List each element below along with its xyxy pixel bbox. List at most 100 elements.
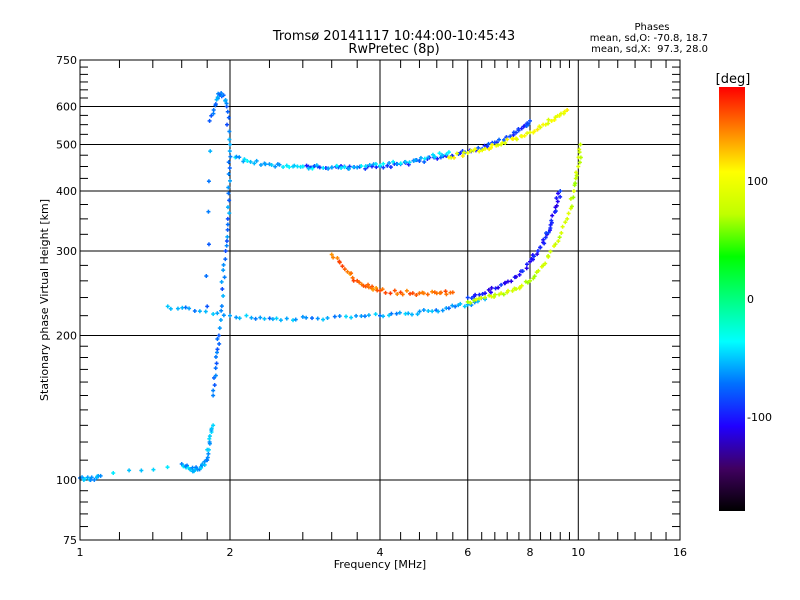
data-point bbox=[373, 312, 378, 317]
data-point bbox=[215, 95, 220, 100]
data-point bbox=[192, 308, 197, 313]
data-point bbox=[111, 471, 116, 476]
data-point bbox=[417, 159, 422, 164]
data-point bbox=[538, 245, 543, 250]
data-point bbox=[274, 316, 279, 321]
data-point bbox=[430, 309, 435, 314]
data-point bbox=[440, 153, 445, 158]
data-point bbox=[556, 239, 561, 244]
data-point bbox=[206, 447, 211, 452]
data-point bbox=[206, 209, 211, 214]
y-axis-label: Stationary phase Virtual Height [km] bbox=[38, 199, 51, 401]
data-point bbox=[310, 316, 315, 321]
data-point bbox=[388, 291, 393, 296]
data-point bbox=[486, 287, 491, 292]
data-point bbox=[536, 268, 541, 273]
data-point bbox=[549, 218, 554, 223]
data-point bbox=[287, 165, 292, 170]
data-point bbox=[227, 137, 232, 142]
data-point bbox=[226, 191, 231, 196]
data-point bbox=[532, 129, 537, 134]
colorbar-tick-label: 100 bbox=[747, 175, 768, 188]
data-point bbox=[519, 126, 524, 131]
data-point bbox=[483, 291, 488, 296]
data-point bbox=[284, 163, 289, 168]
data-point bbox=[446, 150, 451, 155]
data-point bbox=[366, 282, 371, 287]
data-point bbox=[552, 117, 557, 122]
data-point bbox=[514, 287, 519, 292]
data-point bbox=[211, 111, 216, 116]
data-point bbox=[410, 291, 415, 296]
data-point bbox=[438, 290, 443, 295]
chart-subtitle: RwPretec (8p) bbox=[348, 42, 439, 57]
data-point bbox=[395, 162, 400, 167]
data-point bbox=[315, 316, 320, 321]
data-point bbox=[242, 157, 247, 162]
data-point bbox=[214, 361, 219, 366]
data-point bbox=[524, 266, 529, 271]
data-point bbox=[226, 160, 231, 165]
data-point bbox=[205, 455, 210, 460]
data-point bbox=[337, 314, 342, 319]
data-point bbox=[225, 222, 230, 227]
data-point bbox=[81, 477, 86, 482]
data-point bbox=[566, 211, 571, 216]
data-point bbox=[151, 467, 156, 472]
data-point bbox=[227, 129, 232, 134]
data-point bbox=[453, 304, 458, 309]
data-point bbox=[398, 290, 403, 295]
data-point bbox=[222, 275, 227, 280]
data-point bbox=[217, 341, 222, 346]
data-point bbox=[440, 308, 445, 313]
data-point bbox=[241, 159, 246, 164]
data-point bbox=[175, 306, 180, 311]
data-point bbox=[213, 366, 218, 371]
data-point bbox=[577, 160, 582, 165]
colorbar-tick-label: -100 bbox=[747, 411, 772, 424]
data-point bbox=[206, 451, 211, 456]
data-point bbox=[398, 161, 403, 166]
data-point bbox=[557, 113, 562, 118]
data-point bbox=[223, 257, 228, 262]
data-point bbox=[225, 216, 230, 221]
data-point bbox=[228, 313, 232, 318]
data-point bbox=[562, 109, 567, 114]
data-point bbox=[165, 465, 170, 470]
data-point bbox=[474, 297, 479, 302]
data-point bbox=[510, 288, 515, 293]
data-point bbox=[422, 156, 427, 161]
data-point bbox=[558, 189, 563, 194]
data-point bbox=[205, 304, 210, 309]
data-point bbox=[237, 316, 242, 321]
data-point bbox=[556, 191, 561, 196]
data-point bbox=[258, 315, 263, 320]
chart-title: Tromsø 20141117 10:44:00-10:45:43 bbox=[272, 29, 515, 44]
data-point bbox=[483, 295, 488, 300]
data-point bbox=[249, 315, 254, 320]
data-point bbox=[476, 145, 481, 150]
data-point bbox=[335, 256, 340, 261]
data-point bbox=[554, 196, 559, 201]
data-point bbox=[206, 179, 211, 184]
data-point bbox=[444, 152, 449, 157]
data-point bbox=[367, 162, 372, 167]
data-point bbox=[362, 314, 367, 319]
data-point bbox=[508, 134, 513, 139]
data-point bbox=[165, 304, 170, 309]
data-point bbox=[553, 242, 558, 247]
data-point bbox=[469, 296, 474, 301]
data-point bbox=[225, 227, 230, 232]
data-point bbox=[469, 303, 474, 308]
data-point bbox=[387, 313, 392, 318]
data-point bbox=[187, 306, 192, 311]
series-4 bbox=[165, 296, 488, 323]
data-point bbox=[337, 260, 342, 265]
data-point bbox=[543, 261, 548, 266]
x-axis-label: Frequency [MHz] bbox=[334, 558, 426, 571]
data-point bbox=[292, 163, 297, 168]
data-point bbox=[546, 117, 551, 122]
data-point bbox=[524, 262, 529, 267]
data-point bbox=[563, 220, 568, 225]
data-point bbox=[213, 354, 218, 359]
